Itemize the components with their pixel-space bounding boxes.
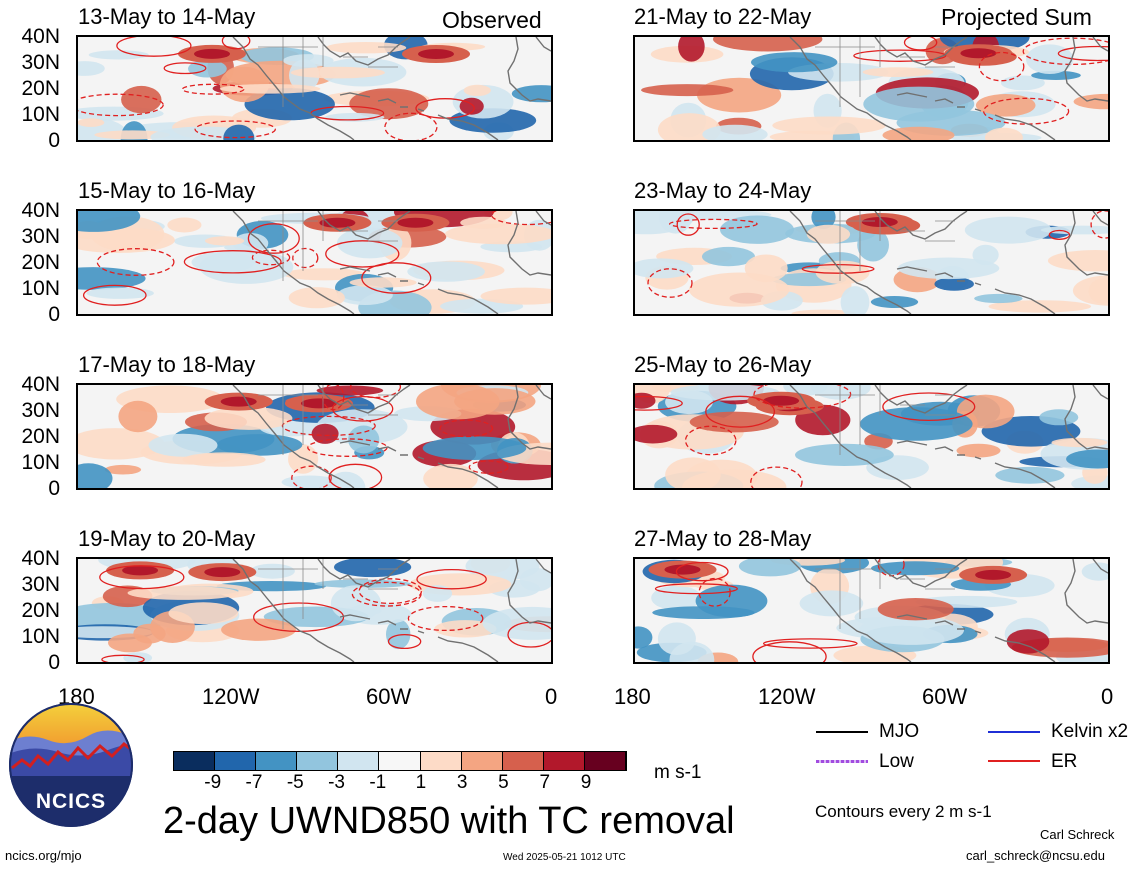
colorbar-tick-label: -3 [328, 772, 345, 793]
colorbar-swatch [584, 752, 627, 770]
panel-title: 13-May to 14-May [78, 4, 256, 29]
lat-tick-label: 40N [21, 25, 60, 48]
colorbar-tick-label: -7 [245, 772, 263, 793]
legend-low-line [816, 760, 868, 763]
colorbar-swatch [502, 752, 544, 770]
lat-tick-label: 40N [21, 547, 60, 570]
lat-tick-label: 20N [21, 599, 60, 622]
legend-mjo-label: MJO [879, 721, 920, 742]
lat-tick-label: 20N [21, 251, 60, 274]
colorbar [173, 751, 627, 771]
colorbar-swatch [461, 752, 503, 770]
colorbar-units: m s-1 [654, 762, 702, 783]
panel-title: 17-May to 18-May [78, 352, 256, 377]
lon-tick-label: 0 [545, 684, 558, 709]
map-field [78, 559, 551, 662]
map-panel [633, 209, 1110, 316]
lon-tick-label: 60W [922, 684, 968, 709]
lat-tick-label: 10N [21, 625, 60, 648]
lat-tick-label: 30N [21, 225, 60, 248]
panel-title: 19-May to 20-May [78, 526, 256, 551]
lon-tick-label: 120W [202, 684, 260, 709]
legend-kelvin-label: Kelvin x2 [1051, 721, 1129, 742]
map-panel [633, 557, 1110, 664]
panel-title: 15-May to 16-May [78, 178, 256, 203]
lat-tick-label: 30N [21, 399, 60, 422]
legend-er-line [988, 760, 1040, 762]
lon-tick-label: 120W [758, 684, 816, 709]
map-panel [76, 35, 553, 142]
ncics-logo: NCICS [8, 702, 134, 828]
panel-title: 21-May to 22-May [634, 4, 812, 29]
panel-title: 25-May to 26-May [634, 352, 812, 377]
lat-tick-label: 0 [48, 651, 60, 674]
lat-tick-label: 40N [21, 199, 60, 222]
map-field [635, 385, 1108, 488]
colorbar-tick-label: -1 [369, 772, 387, 793]
map-panel [76, 557, 553, 664]
lat-tick-label: 0 [48, 129, 60, 152]
legend-er-label: ER [1051, 751, 1078, 772]
map-field [635, 211, 1108, 314]
legend-low-label: Low [879, 751, 914, 772]
lat-tick-label: 0 [48, 303, 60, 326]
colorbar-swatch [543, 752, 585, 770]
legend-mjo-line [816, 731, 868, 733]
colorbar-tick-label: -5 [286, 772, 304, 793]
lat-tick-label: 40N [21, 373, 60, 396]
panel-title: 23-May to 24-May [634, 178, 812, 203]
lon-tick-label: 60W [366, 684, 412, 709]
colorbar-tick-label: 3 [456, 772, 468, 793]
lat-tick-label: 10N [21, 451, 60, 474]
map-panel [76, 383, 553, 490]
lat-tick-label: 30N [21, 51, 60, 74]
map-panel [633, 383, 1110, 490]
projected-sum-label: Projected Sum [941, 4, 1092, 30]
legend-kelvin-line [988, 731, 1040, 733]
main-title: 2-day UWND850 with TC removal [163, 800, 735, 842]
colorbar-swatch [215, 752, 257, 770]
map-panel [633, 35, 1110, 142]
colorbar-swatch [379, 752, 421, 770]
colorbar-tick-label: -9 [204, 772, 222, 793]
lat-tick-label: 10N [21, 277, 60, 300]
colorbar-swatch [297, 752, 339, 770]
lat-tick-label: 10N [21, 103, 60, 126]
colorbar-swatch [256, 752, 298, 770]
colorbar-swatch [338, 752, 380, 770]
lat-tick-label: 0 [48, 477, 60, 500]
lon-tick-label: 0 [1101, 684, 1114, 709]
footer-email: carl_schreck@ncsu.edu [966, 848, 1105, 863]
map-field [78, 211, 551, 314]
lon-tick-label: 180 [614, 684, 651, 709]
footer-author: Carl Schreck [1040, 827, 1115, 842]
lat-tick-label: 20N [21, 77, 60, 100]
footer-timestamp: Wed 2025-05-21 1012 UTC [503, 852, 626, 863]
colorbar-swatch [420, 752, 462, 770]
colorbar-tick-label: 9 [580, 772, 592, 793]
colorbar-tick-label: 1 [415, 772, 427, 793]
map-field [78, 385, 551, 488]
map-field [78, 37, 551, 140]
observed-label: Observed [442, 7, 542, 33]
logo-text: NCICS [35, 790, 107, 813]
lon-tick-label: 180 [58, 684, 95, 709]
colorbar-tick-label: 5 [498, 772, 509, 793]
colorbar-swatch [174, 752, 216, 770]
footer-url: ncics.org/mjo [5, 848, 82, 863]
legend: MJO Kelvin x2 Low ER [816, 720, 1128, 780]
map-field [635, 559, 1108, 662]
lat-tick-label: 20N [21, 425, 60, 448]
map-panel [76, 209, 553, 316]
contours-note: Contours every 2 m s-1 [815, 802, 992, 821]
colorbar-tick-label: 7 [539, 772, 551, 793]
panel-title: 27-May to 28-May [634, 526, 812, 551]
map-field [635, 37, 1108, 140]
lat-tick-label: 30N [21, 573, 60, 596]
